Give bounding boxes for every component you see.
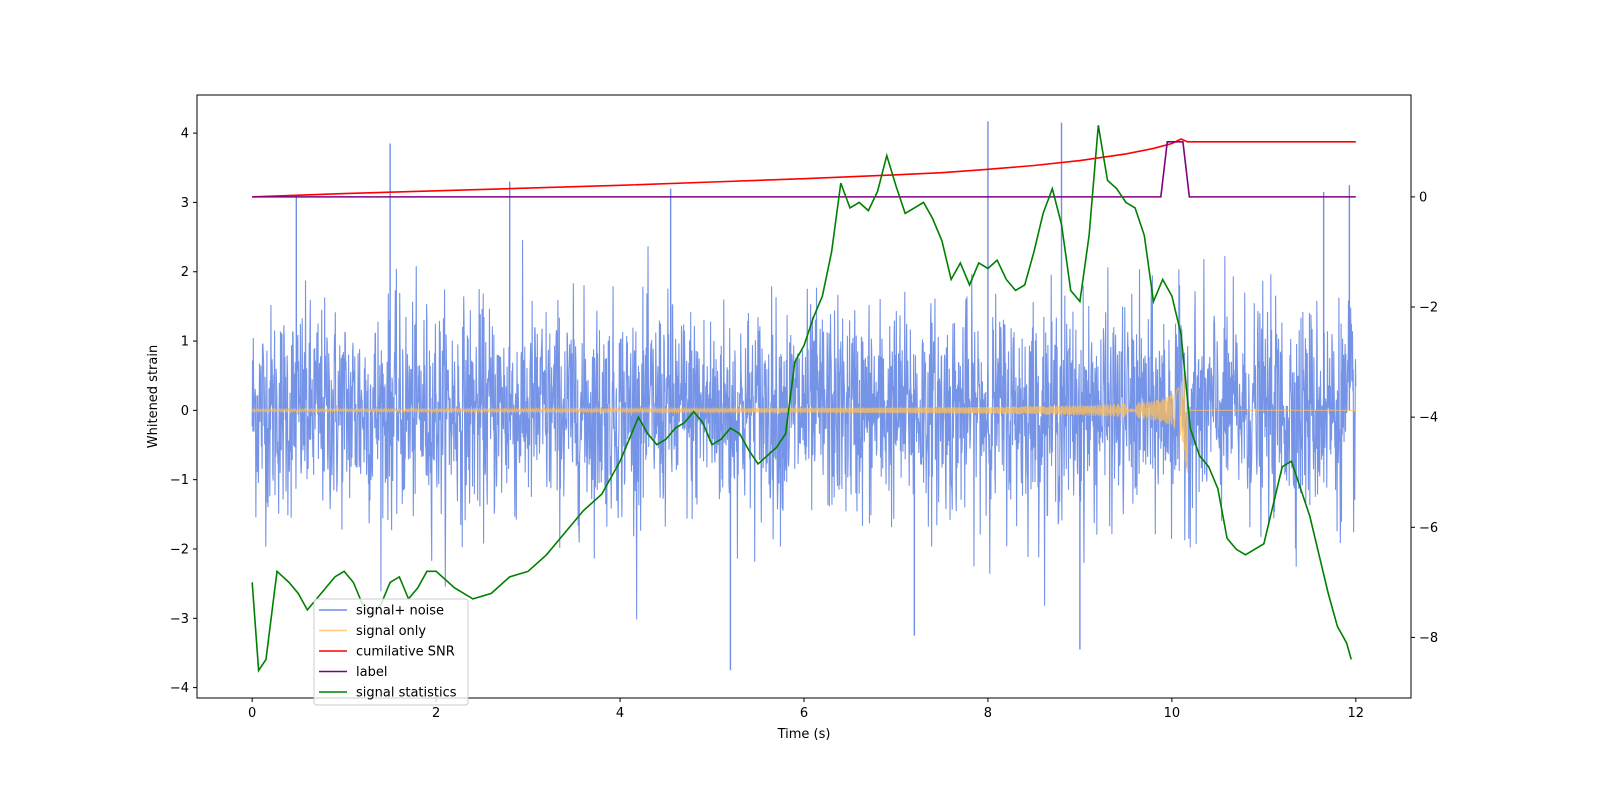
y-tick-label: −4: [170, 681, 189, 696]
y-tick-label: 0: [181, 404, 189, 419]
legend-item-signal-only: signal only: [319, 624, 426, 639]
x-tick-label: 0: [248, 706, 256, 721]
y2-tick-label: −6: [1419, 521, 1438, 536]
plot-area: [251, 121, 1357, 673]
legend-box: [313, 598, 469, 706]
y2-tick-label: −4: [1419, 411, 1438, 426]
y-tick-label: 4: [181, 127, 189, 142]
y2-tick-label: 0: [1419, 190, 1427, 205]
y-axis-title: Whitened strain: [146, 345, 161, 448]
series-label: [252, 141, 1356, 198]
legend-label: label: [356, 665, 387, 680]
y-axis-right: −8 −6 −4 −2 0: [1411, 190, 1438, 646]
x-tick-label: 2: [432, 706, 440, 721]
series-signal-statistics: [251, 125, 1352, 673]
x-axis-title: Time (s): [777, 727, 831, 742]
series-signal-only: [251, 372, 1356, 473]
x-tick-label: 10: [1164, 706, 1181, 721]
y-tick-label: 3: [181, 196, 189, 211]
y-tick-label: 2: [181, 265, 189, 280]
legend-label: signal+ noise: [356, 604, 444, 619]
y-tick-label: 1: [181, 335, 189, 350]
legend-label: cumilative SNR: [356, 645, 455, 660]
y-tick-label: −2: [170, 542, 189, 557]
x-tick-label: 8: [984, 706, 992, 721]
y-tick-label: −3: [170, 612, 189, 627]
y2-tick-label: −8: [1419, 631, 1438, 646]
legend: signal+ noise signal only cumilative SNR la…: [313, 598, 469, 706]
legend-label: signal statistics: [356, 686, 457, 701]
y2-tick-label: −2: [1419, 301, 1438, 316]
legend-item-cumulative-snr: cumilative SNR: [319, 645, 455, 660]
y-tick-label: −1: [170, 473, 189, 488]
x-tick-label: 12: [1348, 706, 1365, 721]
x-axis: 0 2 4 6 8 10 12: [248, 698, 1364, 721]
x-tick-label: 4: [616, 706, 624, 721]
legend-label: signal only: [356, 624, 426, 639]
y-axis-left: −4 −3 −2 −1 0 1 2 3 4: [170, 127, 197, 696]
legend-item-label: label: [319, 665, 387, 680]
legend-item-signal-noise: signal+ noise: [319, 604, 444, 619]
legend-item-signal-statistics: signal statistics: [319, 686, 457, 701]
x-tick-label: 6: [800, 706, 808, 721]
series-cumulative-snr: [252, 138, 1356, 198]
